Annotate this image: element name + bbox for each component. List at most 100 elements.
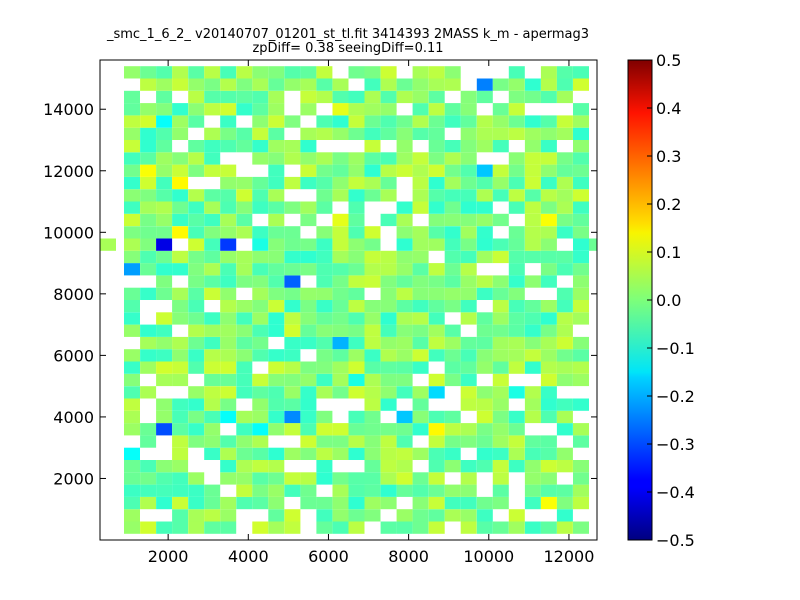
heatmap-cell xyxy=(188,115,205,128)
heatmap-cell xyxy=(252,201,269,214)
heatmap-cell xyxy=(284,386,301,399)
heatmap-cell xyxy=(508,324,525,337)
heatmap-cell xyxy=(316,201,333,214)
heatmap-cell xyxy=(492,484,509,497)
heatmap-cell xyxy=(236,324,253,337)
heatmap-cell xyxy=(188,201,205,214)
heatmap-cell xyxy=(524,115,541,128)
heatmap-cell xyxy=(236,472,253,485)
heatmap-cell xyxy=(140,423,157,436)
colorbar-tick-label: −0.4 xyxy=(656,483,695,502)
heatmap-cell xyxy=(316,189,333,202)
heatmap-cell xyxy=(188,78,205,91)
heatmap-cell xyxy=(460,127,477,140)
heatmap-cell xyxy=(284,336,301,350)
heatmap-cell xyxy=(428,300,445,313)
heatmap-cell xyxy=(396,287,413,300)
heatmap-cell xyxy=(204,484,221,497)
heatmap-cell xyxy=(124,115,140,128)
heatmap-cell xyxy=(252,521,269,534)
heatmap-cell xyxy=(300,484,317,497)
heatmap-cell xyxy=(204,324,221,337)
heatmap-cell xyxy=(252,300,269,313)
heatmap-cell xyxy=(460,238,477,251)
heatmap-cell xyxy=(332,90,349,104)
heatmap-cell xyxy=(188,140,205,153)
heatmap-cell xyxy=(300,336,317,350)
heatmap-cell xyxy=(492,275,509,288)
heatmap-cell xyxy=(268,226,285,239)
heatmap-cell xyxy=(364,386,381,399)
heatmap-cell xyxy=(220,472,237,485)
heatmap-cell xyxy=(236,250,253,264)
heatmap-cell xyxy=(380,336,397,350)
heatmap-cell xyxy=(284,115,301,128)
heatmap-cell xyxy=(508,263,525,276)
heatmap-cell xyxy=(140,176,157,190)
heatmap-cell xyxy=(476,90,493,104)
heatmap-cell xyxy=(188,336,205,350)
heatmap-cell xyxy=(476,213,493,227)
heatmap-cell xyxy=(573,435,589,448)
heatmap-cell xyxy=(364,238,381,251)
heatmap-cell xyxy=(124,447,140,460)
heatmap-cell xyxy=(172,472,189,485)
heatmap-cell xyxy=(428,410,445,424)
heatmap-cell xyxy=(284,66,301,79)
heatmap-cell xyxy=(348,115,365,128)
heatmap-cell xyxy=(300,201,317,214)
heatmap-cell xyxy=(124,373,140,387)
heatmap-cell xyxy=(444,164,461,177)
heatmap-cell xyxy=(364,115,381,128)
heatmap-cell xyxy=(412,349,429,362)
heatmap-cell xyxy=(540,238,557,251)
heatmap-cell xyxy=(573,398,589,411)
heatmap-cell xyxy=(332,287,349,300)
heatmap-cell xyxy=(492,78,509,91)
heatmap-cell xyxy=(268,410,285,424)
heatmap-cell xyxy=(412,78,429,91)
heatmap-cell xyxy=(524,484,541,497)
heatmap-cell xyxy=(364,66,381,79)
heatmap-cell xyxy=(172,300,189,313)
heatmap-cell xyxy=(300,447,317,460)
heatmap-cell xyxy=(300,213,317,227)
heatmap-cell xyxy=(268,152,285,165)
heatmap-cell xyxy=(284,324,301,337)
heatmap-cell xyxy=(188,324,205,337)
heatmap-cell xyxy=(428,78,445,91)
heatmap-cell xyxy=(348,127,365,140)
heatmap-cell xyxy=(540,300,557,313)
heatmap-cell xyxy=(268,324,285,337)
heatmap-cell xyxy=(220,509,237,522)
heatmap-cell xyxy=(428,127,445,140)
heatmap-cell xyxy=(316,115,333,128)
heatmap-cell xyxy=(172,336,189,350)
heatmap-cell xyxy=(556,226,573,239)
heatmap-cell xyxy=(348,312,365,325)
heatmap-cell xyxy=(460,300,477,313)
heatmap-cell xyxy=(508,115,525,128)
heatmap-cell xyxy=(316,300,333,313)
heatmap-cell xyxy=(140,435,157,448)
heatmap-cell xyxy=(284,398,301,411)
heatmap-cell xyxy=(124,164,140,177)
heatmap-cell xyxy=(460,361,477,374)
heatmap-cell xyxy=(220,300,237,313)
heatmap-cell xyxy=(348,250,365,264)
heatmap-cell xyxy=(412,472,429,485)
heatmap-cell xyxy=(556,398,573,411)
heatmap-cell xyxy=(476,287,493,300)
heatmap-cell xyxy=(428,336,445,350)
heatmap-cell xyxy=(556,115,573,128)
heatmap-cell xyxy=(204,361,221,374)
heatmap-cell xyxy=(428,238,445,251)
heatmap-cell xyxy=(188,509,205,522)
heatmap-cell xyxy=(236,127,253,140)
heatmap-cell xyxy=(460,312,477,325)
heatmap-cell xyxy=(220,90,237,104)
heatmap-cell xyxy=(300,250,317,264)
heatmap-cell xyxy=(428,103,445,116)
heatmap-cell xyxy=(348,349,365,362)
heatmap-cell xyxy=(236,66,253,79)
